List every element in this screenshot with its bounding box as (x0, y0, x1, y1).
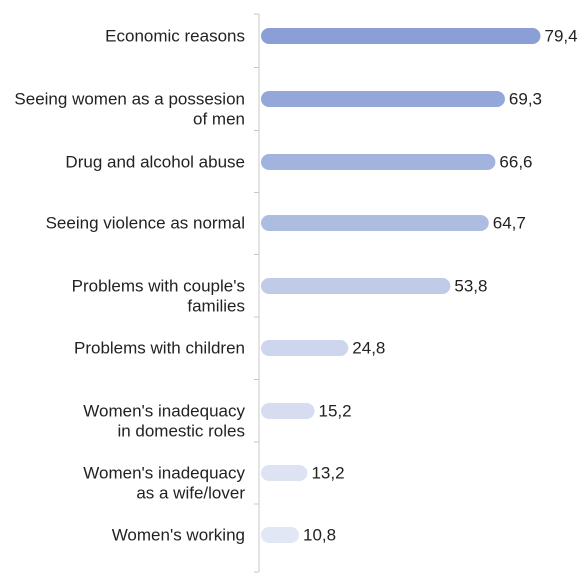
category-label: Problems with couple's families (72, 277, 245, 316)
category-label-line: of men (193, 110, 245, 129)
category-label-line: Problems with children (74, 339, 245, 358)
category-label: Women's inadequacy as a wife/lover (83, 464, 245, 503)
bar (261, 28, 541, 44)
category-label: Problems with children (74, 339, 245, 358)
bars-group (261, 28, 541, 543)
bar (261, 340, 349, 356)
value-label: 69,3 (509, 90, 542, 109)
value-label: 79,4 (544, 27, 577, 46)
category-labels: Economic reasons Seeing women as a posses… (14, 27, 245, 545)
value-labels: 79,4 69,3 66,6 64,7 53,8 24,8 15,2 13,2 10,8 (303, 27, 578, 545)
category-label-line: Drug and alcohol abuse (65, 153, 245, 172)
category-label: Drug and alcohol abuse (65, 153, 245, 172)
category-label-line: Economic reasons (105, 27, 245, 46)
value-label: 66,6 (499, 153, 532, 172)
bar (261, 215, 489, 231)
value-label: 53,8 (454, 277, 487, 296)
category-label-line: Seeing violence as normal (46, 214, 245, 233)
bar (261, 91, 505, 107)
category-label-line: Seeing women as a possesion (14, 90, 245, 109)
category-label-line: in domestic roles (117, 422, 245, 441)
category-label: Women's working (112, 526, 245, 545)
category-label: Seeing violence as normal (46, 214, 245, 233)
category-label-line: Women's inadequacy (83, 402, 245, 421)
value-label: 24,8 (352, 339, 385, 358)
value-label: 64,7 (493, 214, 526, 233)
category-label-line: Women's working (112, 526, 245, 545)
bar (261, 403, 315, 419)
category-label-line: families (187, 297, 245, 316)
bar (261, 154, 496, 170)
category-label: Women's inadequacy in domestic roles (83, 402, 245, 441)
category-label-line: Women's inadequacy (83, 464, 245, 483)
bar (261, 527, 300, 543)
category-label-line: as a wife/lover (136, 484, 245, 503)
value-label: 13,2 (311, 464, 344, 483)
category-label: Seeing women as a possesion of men (14, 90, 245, 129)
value-label: 10,8 (303, 526, 336, 545)
category-label: Economic reasons (105, 27, 245, 46)
bar (261, 278, 451, 294)
value-label: 15,2 (319, 402, 352, 421)
category-label-line: Problems with couple's (72, 277, 245, 296)
bar (261, 465, 308, 481)
axis-ticks (254, 13, 259, 573)
